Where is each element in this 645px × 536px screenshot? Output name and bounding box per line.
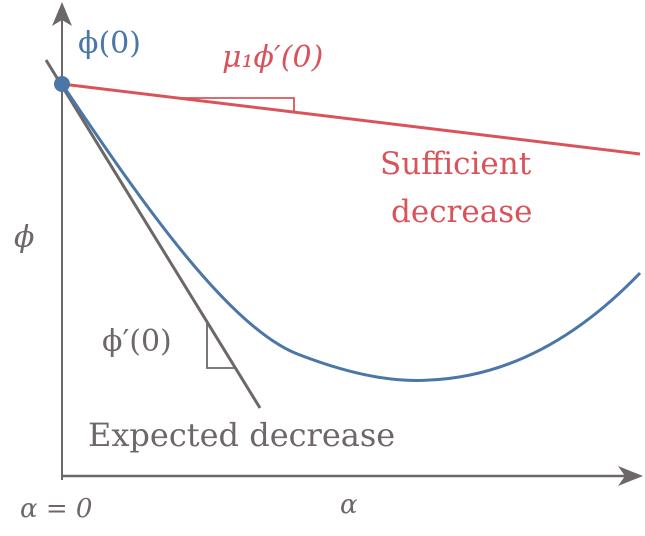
x-axis-arrow-icon [618,466,643,486]
y-axis-label: ϕ [14,220,35,255]
alpha-zero-label: α = 0 [20,494,93,524]
expected-decrease-label: Expected decrease [88,416,396,454]
sufficient-label-line1: Sufficient [380,146,532,182]
sufficient-decrease-line [61,82,641,156]
mu-slope-label: μ₁ϕ′(0) [222,40,324,75]
phi-prime-label: ϕ′(0) [102,324,172,359]
sufficient-label-line2: decrease [391,194,533,230]
y-axis-arrow-icon [52,2,72,26]
function-curve [60,83,642,382]
mu-slope-triangle [175,97,295,111]
expected-decrease-line [44,59,262,409]
phi-prime-slope-triangle [206,322,235,369]
phi0-point [54,76,70,92]
phi0-label: ϕ(0) [78,26,141,61]
x-axis-label: α [340,490,358,520]
